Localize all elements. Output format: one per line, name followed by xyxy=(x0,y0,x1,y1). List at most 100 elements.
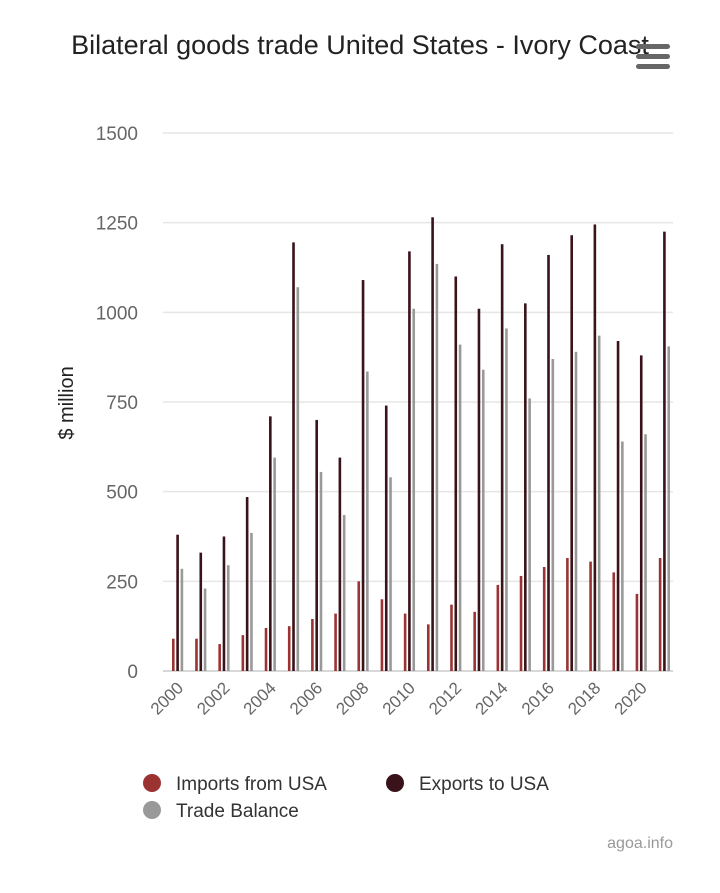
x-tick-label: 2004 xyxy=(240,678,280,718)
bar-imports-from-usa-2001[interactable] xyxy=(195,638,198,671)
bar-imports-from-usa-2009[interactable] xyxy=(380,599,384,671)
bar-exports-to-usa-2006[interactable] xyxy=(315,419,318,671)
bar-trade-balance-2021[interactable] xyxy=(667,346,671,671)
y-tick-label: 0 xyxy=(127,662,138,683)
bar-exports-to-usa-2013[interactable] xyxy=(477,308,481,671)
bar-trade-balance-2018[interactable] xyxy=(597,335,601,671)
legend-label: Trade Balance xyxy=(176,801,299,822)
y-tick-label: 1500 xyxy=(96,124,138,145)
bar-imports-from-usa-2015[interactable] xyxy=(519,575,523,671)
bar-imports-from-usa-2008[interactable] xyxy=(357,581,361,671)
bar-exports-to-usa-2008[interactable] xyxy=(361,280,365,671)
bar-imports-from-usa-2006[interactable] xyxy=(311,618,314,671)
legend-item-exports-to-usa[interactable]: Exports to USA xyxy=(386,774,549,795)
legend: Imports from USA Exports to USA Trade Bala… xyxy=(143,774,549,822)
bar-exports-to-usa-2019[interactable] xyxy=(616,341,620,671)
bar-imports-from-usa-2011[interactable] xyxy=(427,624,430,671)
x-tick-label: 2000 xyxy=(147,678,187,718)
bar-exports-to-usa-2011[interactable] xyxy=(431,217,434,671)
bar-imports-from-usa-2013[interactable] xyxy=(473,611,476,671)
bar-imports-from-usa-2018[interactable] xyxy=(589,561,592,671)
legend-marker xyxy=(143,801,161,819)
bar-imports-from-usa-2017[interactable] xyxy=(566,558,569,671)
legend-label: Exports to USA xyxy=(419,774,549,795)
bar-imports-from-usa-2021[interactable] xyxy=(658,558,662,671)
x-tick-label: 2020 xyxy=(611,678,651,718)
legend-marker xyxy=(386,774,404,792)
y-tick-label: 250 xyxy=(106,572,138,593)
bar-trade-balance-2019[interactable] xyxy=(621,441,624,671)
bar-exports-to-usa-2009[interactable] xyxy=(384,405,388,671)
y-tick-label: 500 xyxy=(106,483,138,504)
y-axis-ticks: 0 250 500 750 1000 1250 1500 xyxy=(96,124,138,683)
hamburger-menu-icon[interactable] xyxy=(636,44,670,70)
bar-imports-from-usa-2016[interactable] xyxy=(542,566,546,671)
bar-trade-balance-2020[interactable] xyxy=(644,434,647,671)
bar-exports-to-usa-2010[interactable] xyxy=(408,251,411,672)
bar-exports-to-usa-2014[interactable] xyxy=(500,244,504,672)
bar-trade-balance-2016[interactable] xyxy=(551,358,555,671)
bar-trade-balance-2000[interactable] xyxy=(180,568,184,671)
bar-exports-to-usa-2018[interactable] xyxy=(593,224,597,671)
bar-trade-balance-2001[interactable] xyxy=(203,588,207,671)
chart-title: Bilateral goods trade United States - Iv… xyxy=(71,30,649,60)
bar-trade-balance-2007[interactable] xyxy=(342,514,346,671)
bar-trade-balance-2010[interactable] xyxy=(412,308,416,671)
bar-exports-to-usa-2005[interactable] xyxy=(292,242,295,672)
bar-trade-balance-2013[interactable] xyxy=(481,369,485,671)
bar-trade-balance-2014[interactable] xyxy=(505,328,508,671)
bar-exports-to-usa-2015[interactable] xyxy=(524,303,527,671)
bar-imports-from-usa-2019[interactable] xyxy=(612,572,616,671)
bar-exports-to-usa-2002[interactable] xyxy=(222,536,226,672)
x-tick-label: 2014 xyxy=(471,678,511,718)
bar-trade-balance-2006[interactable] xyxy=(319,471,323,671)
bar-imports-from-usa-2012[interactable] xyxy=(450,604,453,671)
bar-trade-balance-2012[interactable] xyxy=(458,344,462,671)
bar-exports-to-usa-2004[interactable] xyxy=(269,416,272,671)
bar-exports-to-usa-2007[interactable] xyxy=(338,457,342,671)
bar-trade-balance-2008[interactable] xyxy=(366,371,369,671)
bar-imports-from-usa-2020[interactable] xyxy=(635,593,639,671)
bar-exports-to-usa-2012[interactable] xyxy=(454,276,458,671)
bar-trade-balance-2009[interactable] xyxy=(389,477,392,671)
bar-trade-balance-2017[interactable] xyxy=(574,351,578,671)
bar-trade-balance-2005[interactable] xyxy=(296,287,300,671)
bar-trade-balance-2004[interactable] xyxy=(273,457,276,671)
x-axis-ticks: 2000 2002 2004 2006 2008 2010 2012 2014 2016 2018… xyxy=(147,678,651,718)
bar-imports-from-usa-2010[interactable] xyxy=(403,613,407,671)
y-tick-label: 1000 xyxy=(96,303,138,324)
bar-exports-to-usa-2021[interactable] xyxy=(663,231,666,671)
bar-trade-balance-2011[interactable] xyxy=(435,263,439,671)
legend-marker xyxy=(143,774,161,792)
legend-label: Imports from USA xyxy=(176,774,327,795)
y-axis-label: $ million xyxy=(56,366,78,439)
bar-exports-to-usa-2017[interactable] xyxy=(570,235,573,671)
bar-exports-to-usa-2003[interactable] xyxy=(245,497,249,671)
bar-trade-balance-2015[interactable] xyxy=(528,398,531,671)
bar-imports-from-usa-2003[interactable] xyxy=(241,635,245,671)
gridlines xyxy=(163,132,673,672)
bar-imports-from-usa-2002[interactable] xyxy=(218,644,221,671)
x-tick-label: 2006 xyxy=(286,678,326,718)
legend-item-trade-balance[interactable]: Trade Balance xyxy=(143,801,299,822)
credit-link[interactable]: agoa.info xyxy=(607,835,673,852)
x-tick-label: 2016 xyxy=(518,678,558,718)
bar-imports-from-usa-2014[interactable] xyxy=(496,584,500,671)
bar-exports-to-usa-2001[interactable] xyxy=(199,552,203,671)
x-tick-label: 2008 xyxy=(332,678,372,718)
bar-trade-balance-2003[interactable] xyxy=(250,532,253,671)
bar-exports-to-usa-2000[interactable] xyxy=(176,534,179,671)
bar-exports-to-usa-2016[interactable] xyxy=(547,254,550,672)
bar-imports-from-usa-2000[interactable] xyxy=(172,638,175,671)
x-tick-label: 2002 xyxy=(193,678,233,718)
x-tick-label: 2018 xyxy=(564,678,604,718)
legend-item-imports-from-usa[interactable]: Imports from USA xyxy=(143,774,327,795)
bar-imports-from-usa-2004[interactable] xyxy=(264,627,268,671)
bar-imports-from-usa-2005[interactable] xyxy=(287,626,291,671)
bar-imports-from-usa-2007[interactable] xyxy=(334,613,337,671)
bars xyxy=(172,217,671,672)
bar-exports-to-usa-2020[interactable] xyxy=(639,355,643,671)
y-tick-label: 750 xyxy=(106,393,138,414)
bar-trade-balance-2002[interactable] xyxy=(226,565,230,671)
